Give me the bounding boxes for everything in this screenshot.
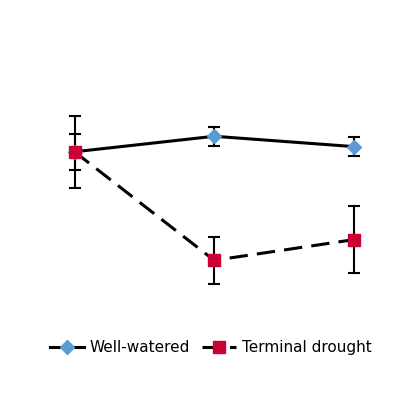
Legend: Well-watered, Terminal drought: Well-watered, Terminal drought (44, 334, 378, 361)
